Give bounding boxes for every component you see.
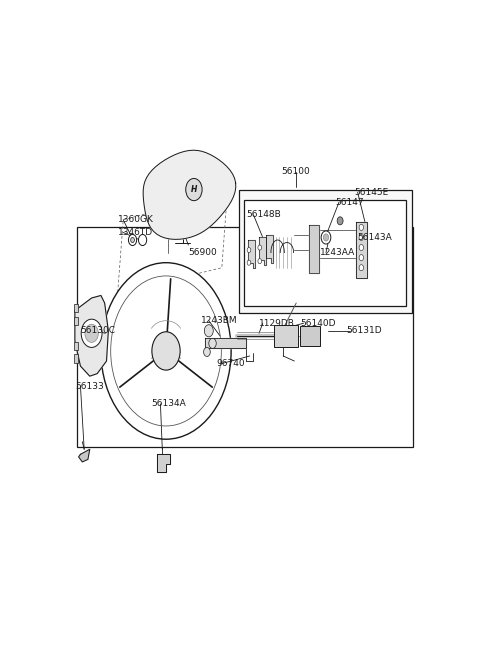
Circle shape [324, 234, 329, 241]
Polygon shape [205, 339, 246, 348]
Polygon shape [259, 238, 266, 265]
Circle shape [186, 178, 202, 200]
Bar [300, 326, 321, 346]
Circle shape [258, 259, 262, 264]
Circle shape [152, 332, 180, 370]
Text: 56100: 56100 [281, 168, 310, 176]
Circle shape [204, 325, 213, 337]
Circle shape [139, 234, 147, 246]
Polygon shape [156, 455, 170, 472]
Text: 56147: 56147 [335, 198, 364, 207]
Bar [244, 200, 406, 305]
Bar [74, 342, 78, 350]
Polygon shape [248, 240, 254, 268]
Polygon shape [266, 235, 273, 263]
Circle shape [209, 339, 216, 348]
Circle shape [81, 319, 102, 347]
Polygon shape [75, 295, 108, 376]
Circle shape [359, 265, 363, 271]
Text: 56143A: 56143A [358, 233, 392, 242]
Text: 96740: 96740 [216, 359, 245, 368]
Circle shape [359, 244, 363, 251]
Circle shape [359, 234, 363, 240]
Text: 1360GK: 1360GK [118, 215, 154, 224]
Circle shape [258, 245, 262, 250]
Bar [239, 189, 411, 313]
Text: 1243BM: 1243BM [202, 316, 238, 325]
Polygon shape [143, 150, 236, 239]
Text: 56130C: 56130C [81, 326, 116, 335]
Text: H: H [191, 185, 197, 194]
Bar [74, 304, 78, 312]
Circle shape [247, 260, 251, 265]
Text: 1346TD: 1346TD [118, 228, 153, 237]
Circle shape [101, 263, 231, 440]
Circle shape [321, 231, 331, 244]
Bar [74, 354, 78, 363]
Circle shape [359, 225, 363, 231]
Text: 56134A: 56134A [151, 400, 186, 409]
Text: 1129DB: 1129DB [259, 319, 295, 328]
Polygon shape [79, 449, 90, 462]
Text: 56133: 56133 [75, 382, 104, 391]
Text: 56140D: 56140D [300, 319, 336, 328]
Polygon shape [309, 225, 319, 272]
Circle shape [359, 255, 363, 261]
Bar [74, 316, 78, 325]
Text: 1243AA: 1243AA [321, 248, 356, 257]
Text: 56148B: 56148B [246, 210, 281, 219]
Circle shape [337, 217, 343, 225]
Circle shape [85, 324, 98, 343]
Text: 56900: 56900 [188, 248, 217, 257]
Circle shape [131, 238, 134, 242]
Polygon shape [356, 222, 367, 278]
Bar [77, 227, 413, 447]
Circle shape [204, 347, 210, 356]
Circle shape [129, 234, 137, 246]
Text: 56145E: 56145E [354, 187, 388, 196]
Bar [274, 325, 298, 347]
Circle shape [247, 248, 251, 253]
Text: 56131D: 56131D [347, 326, 382, 335]
